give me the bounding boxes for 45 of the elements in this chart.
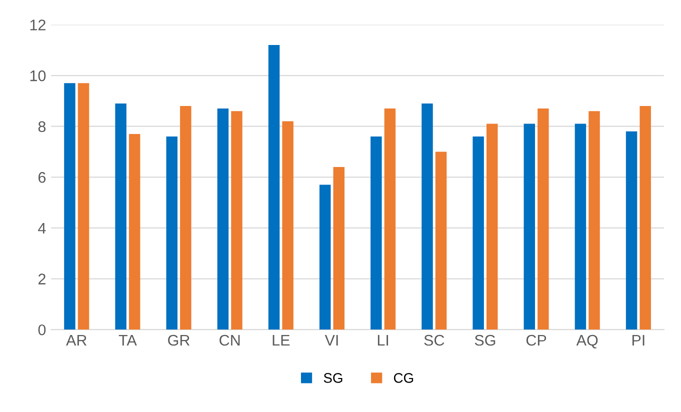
bar	[574, 124, 586, 330]
x-tick-label: LI	[378, 335, 388, 346]
x-tick-label: PI	[632, 335, 644, 346]
bar	[538, 108, 549, 330]
bar	[268, 45, 280, 330]
x-tick-label: AR	[66, 335, 87, 346]
x-tick-label: TA	[118, 335, 137, 346]
y-tick-label: 12	[30, 20, 46, 30]
x-tick-label: VI	[324, 335, 338, 346]
x-tick-label: GR	[168, 334, 190, 346]
bar	[486, 124, 498, 330]
bar	[282, 121, 294, 330]
bar	[64, 83, 76, 330]
y-tick-label: 0	[38, 324, 46, 336]
bar	[166, 136, 178, 330]
bar	[588, 111, 600, 330]
bar	[370, 136, 382, 330]
x-tick-label: CP	[526, 334, 546, 346]
bar	[128, 134, 140, 330]
y-tick-label: 8	[38, 121, 46, 132]
bar	[217, 108, 229, 330]
x-tick-label: SC	[424, 334, 444, 346]
y-tick-label: 6	[38, 172, 46, 183]
y-tick-label: 10	[30, 70, 46, 82]
x-tick-label: AQ	[576, 334, 598, 348]
bar	[231, 111, 242, 330]
bar	[626, 131, 638, 330]
bar	[319, 184, 331, 330]
bar	[640, 106, 651, 330]
bar	[435, 152, 447, 330]
bar	[180, 106, 192, 330]
bar	[333, 166, 344, 330]
x-tick-label: LE	[272, 335, 290, 346]
bar	[524, 124, 536, 330]
legend-label: SG	[324, 373, 342, 383]
bar	[472, 136, 484, 330]
bar	[78, 83, 90, 330]
bar	[384, 108, 396, 330]
legend-label: CG	[394, 373, 414, 383]
x-tick-label: SG	[474, 334, 496, 346]
x-tick-label: CN	[220, 334, 240, 346]
bar	[115, 103, 126, 330]
bar	[422, 103, 433, 330]
y-tick-label: 4	[38, 223, 46, 234]
y-tick-label: 2	[38, 274, 46, 284]
